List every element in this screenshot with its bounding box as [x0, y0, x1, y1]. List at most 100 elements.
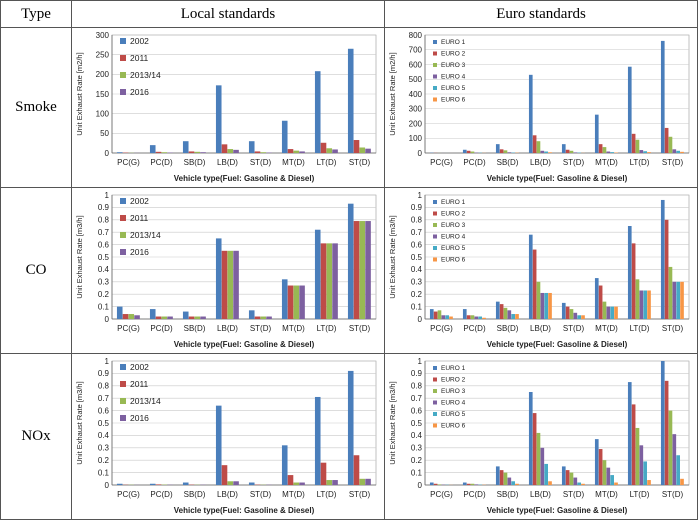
bar-2016-pc-g [134, 315, 140, 319]
bar-euro-5-pc-g [445, 315, 449, 319]
bar-2016-sb-d [200, 316, 206, 319]
bar-euro-3-st-d [668, 410, 673, 485]
x-tick-label: SB(D) [497, 324, 519, 333]
x-axis-label: Vehicle type(Fuel: Gasoline & Diesel) [174, 174, 315, 183]
legend-swatch [120, 398, 126, 404]
bar-euro-3-st-d [569, 150, 574, 153]
legend-label: EURO 5 [441, 411, 466, 418]
x-tick-label: SB(D) [184, 324, 206, 333]
y-tick-label: 100 [409, 134, 423, 143]
bar-euro-4-mt-d [606, 467, 611, 485]
x-tick-label: LB(D) [217, 158, 238, 167]
legend-swatch [433, 63, 437, 67]
bar-2002-sb-d [182, 482, 189, 485]
bar-euro-5-lt-d [643, 290, 647, 319]
bar-euro-3-pc-g [437, 484, 442, 485]
bar-2013-14-st-d [359, 221, 366, 319]
legend-label: 2002 [130, 196, 149, 206]
bar-2013-14-mt-d [293, 285, 300, 319]
smoke-euro-cell: 0 100 200 300 400 500 600 700 800 Unit Exhaust Ra… [385, 28, 698, 188]
y-tick-label: 0.8 [411, 382, 423, 391]
y-tick-label: 0.7 [411, 228, 423, 237]
legend-swatch [120, 72, 126, 78]
y-tick-label: 0.4 [98, 265, 110, 274]
legend-swatch [433, 366, 437, 370]
bar-euro-3-st-d [668, 266, 673, 319]
bar-euro-5-st-d [676, 150, 680, 153]
bar-2016-st-d [365, 148, 371, 153]
y-axis-label: Unit Exhaust Rate [m2/h] [388, 52, 397, 135]
y-tick-label: 0.9 [411, 203, 423, 212]
bar-2011-pc-d [155, 484, 162, 485]
bar-2013-14-st-d [359, 478, 366, 485]
bar-euro-2-st-d [664, 219, 669, 319]
bar-euro-5-pc-d [478, 316, 482, 319]
bar-euro-4-sb-d [507, 152, 512, 153]
bar-2013-14-sb-d [194, 151, 201, 153]
bar-euro-1-mt-d [594, 278, 599, 319]
x-tick-label: ST(D) [662, 324, 684, 333]
x-tick-label: LB(D) [530, 490, 551, 499]
bar-euro-2-sb-d [499, 149, 504, 153]
bar-euro-1-sb-d [495, 301, 500, 319]
x-tick-label: LT(D) [630, 158, 650, 167]
bar-euro-1-st-d [660, 40, 665, 153]
x-tick-label: MT(D) [282, 324, 305, 333]
row-label-co: CO [0, 188, 72, 354]
x-tick-label: SB(D) [184, 490, 206, 499]
y-tick-label: 300 [409, 105, 423, 114]
bar-2011-lb-d [221, 250, 228, 319]
bar-2013-14-sb-d [194, 316, 201, 319]
legend-label: EURO 4 [441, 74, 466, 81]
legend-label: EURO 5 [441, 85, 466, 92]
bar-euro-3-st-d [668, 136, 673, 153]
bar-euro-2-lt-d [631, 133, 636, 153]
x-axis-label: Vehicle type(Fuel: Gasoline & Diesel) [487, 506, 628, 515]
bar-euro-1-st-d [561, 466, 566, 485]
bar-euro-1-pc-g [429, 482, 434, 485]
legend-swatch [120, 89, 126, 95]
legend-swatch [433, 86, 437, 90]
bar-euro-6-pc-g [449, 316, 453, 319]
bar-euro-3-lt-d [635, 139, 640, 153]
bar-euro-2-lt-d [631, 243, 636, 319]
smoke-local-cell: 0 50 100 150 200 250 300 Unit Exhaust Rate [m2/… [72, 28, 385, 188]
bar-euro-5-lt-d [643, 151, 647, 153]
bar-euro-2-pc-d [466, 150, 471, 153]
legend-label: 2016 [130, 87, 149, 97]
y-tick-label: 0 [418, 149, 423, 158]
x-tick-label: MT(D) [595, 324, 618, 333]
legend-swatch [433, 234, 437, 239]
bar-euro-3-pc-g [437, 310, 442, 319]
bar-euro-3-pc-d [470, 315, 475, 319]
bar-euro-4-mt-d [606, 306, 611, 319]
row-label-nox: NOx [0, 354, 72, 520]
x-tick-label: PC(G) [430, 158, 453, 167]
y-tick-label: 1 [105, 191, 110, 200]
bar-2016-st-d [365, 221, 371, 319]
bar-euro-6-lb-d [548, 292, 552, 319]
y-axis-label: Unit Exhaust Rate [m3/h] [75, 215, 84, 298]
bar-euro-1-st-d [561, 144, 566, 153]
legend-label: EURO 4 [441, 400, 466, 407]
bar-euro-5-st-d [676, 455, 680, 485]
x-tick-label: ST(D) [250, 324, 272, 333]
bar-euro-2-pc-g [433, 483, 438, 485]
legend-label: EURO 3 [441, 62, 466, 69]
bar-euro-5-lb-d [544, 292, 548, 319]
legend-swatch [433, 389, 437, 393]
legend-swatch [120, 364, 126, 370]
bar-2016-pc-d [167, 316, 173, 319]
bar-2013-14-st-d [260, 316, 267, 319]
legend-swatch [433, 423, 437, 428]
legend-swatch [433, 51, 437, 56]
legend-swatch [120, 198, 126, 204]
bar-2013-14-lb-d [227, 250, 234, 319]
x-tick-label: PC(D) [150, 490, 173, 499]
y-tick-label: 150 [96, 90, 110, 99]
bar-2002-st-d [248, 482, 255, 485]
legend-swatch [433, 74, 437, 79]
legend-label: 2016 [130, 413, 149, 423]
bar-2016-mt-d [299, 285, 305, 319]
